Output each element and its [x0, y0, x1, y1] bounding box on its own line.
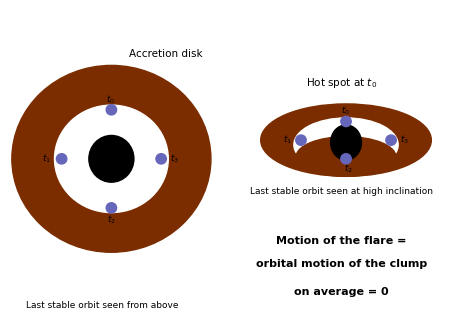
- Text: Last stable orbit seen from above: Last stable orbit seen from above: [26, 301, 178, 310]
- Text: $t_1$: $t_1$: [283, 134, 292, 146]
- Circle shape: [341, 116, 351, 127]
- Ellipse shape: [296, 137, 396, 176]
- Circle shape: [386, 135, 396, 145]
- Text: $t_3$: $t_3$: [170, 153, 179, 165]
- Ellipse shape: [261, 104, 431, 176]
- Text: Motion of the flare =: Motion of the flare =: [276, 235, 407, 246]
- Text: on average = 0: on average = 0: [294, 287, 389, 297]
- Text: Last stable orbit seen at high inclination: Last stable orbit seen at high inclinati…: [250, 187, 433, 196]
- Text: Accretion disk: Accretion disk: [129, 49, 203, 59]
- Text: Hot spot at $t_0$: Hot spot at $t_0$: [306, 76, 377, 90]
- Ellipse shape: [331, 125, 362, 160]
- Ellipse shape: [89, 135, 134, 182]
- Ellipse shape: [294, 118, 398, 172]
- Text: $t_0$: $t_0$: [106, 93, 115, 106]
- Text: $t_3$: $t_3$: [400, 134, 409, 146]
- Ellipse shape: [12, 65, 211, 252]
- Text: $t_2$: $t_2$: [107, 213, 116, 226]
- Text: orbital motion of the clump: orbital motion of the clump: [255, 259, 427, 269]
- Circle shape: [106, 105, 117, 115]
- Circle shape: [106, 203, 117, 213]
- Circle shape: [296, 135, 306, 145]
- Ellipse shape: [55, 105, 168, 213]
- Circle shape: [341, 154, 351, 164]
- Circle shape: [56, 154, 67, 164]
- Circle shape: [156, 154, 166, 164]
- Text: $t_1$: $t_1$: [42, 153, 51, 165]
- Text: $t_0$: $t_0$: [341, 105, 351, 117]
- Text: $t_2$: $t_2$: [344, 163, 353, 175]
